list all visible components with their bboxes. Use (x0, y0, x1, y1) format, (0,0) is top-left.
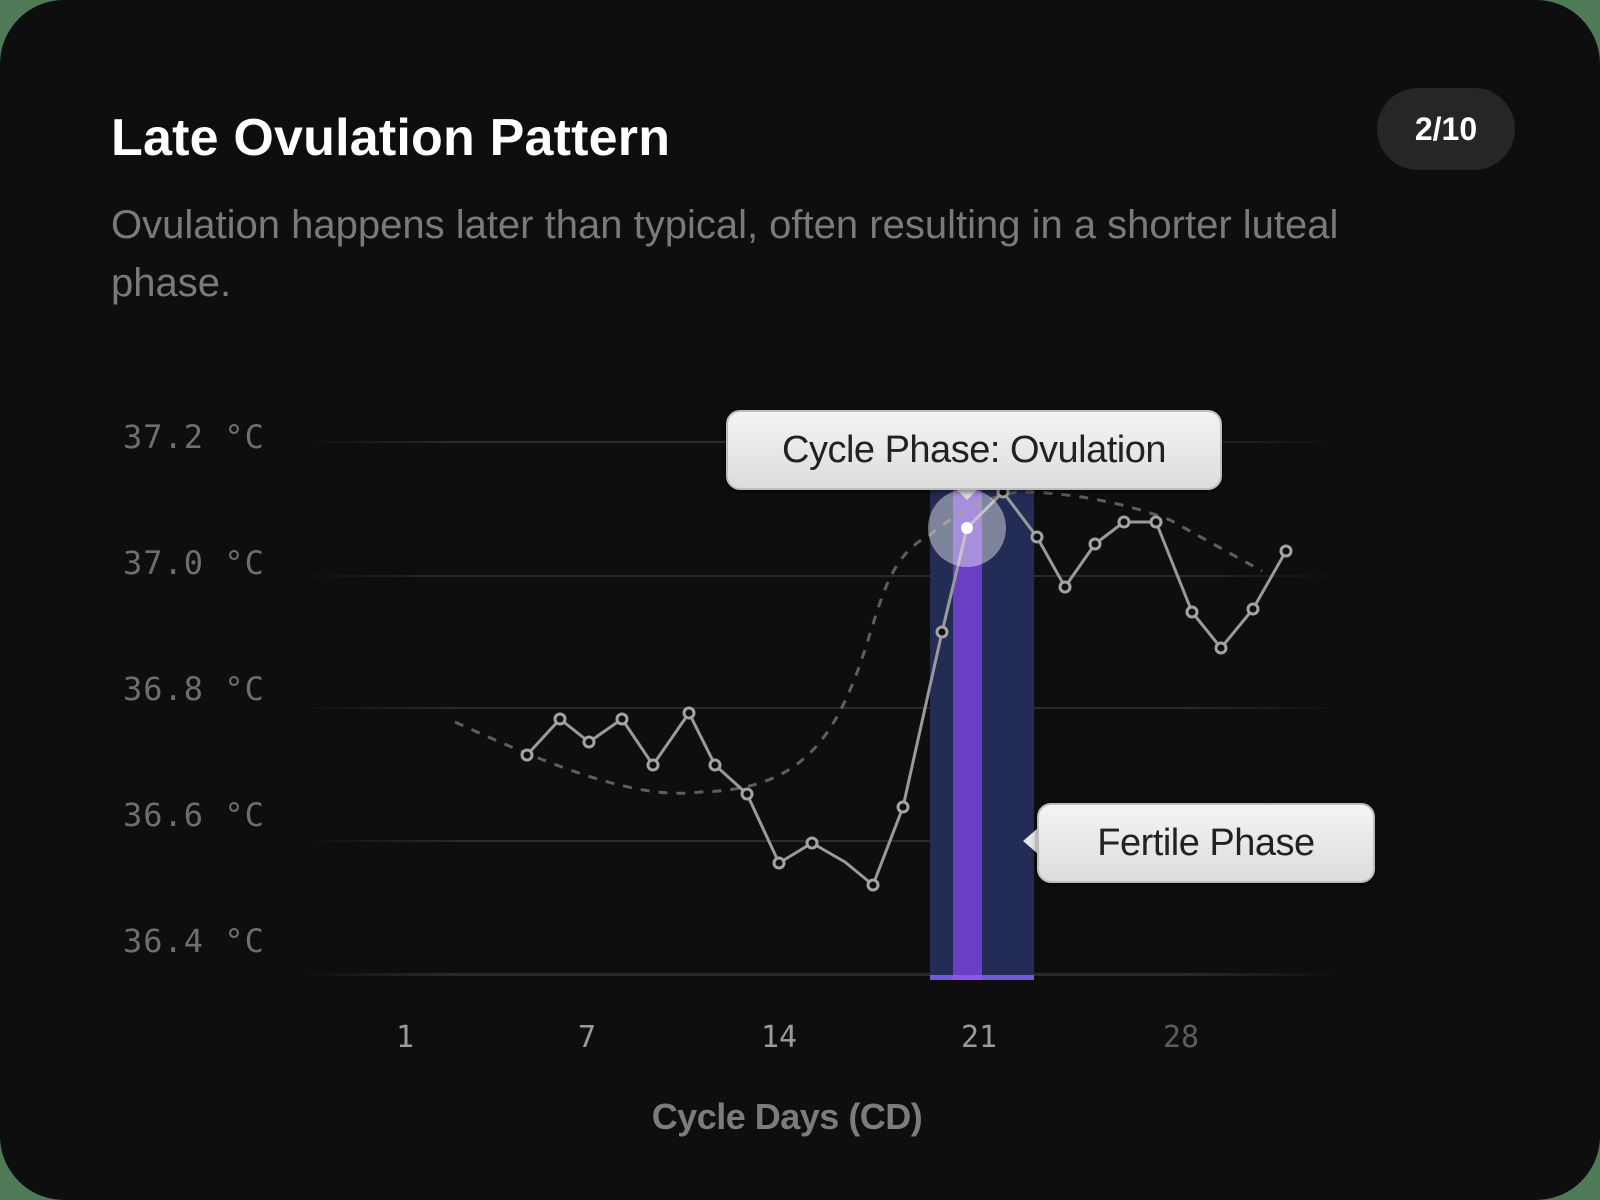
y-tick-label: 36.6 °C (123, 796, 265, 834)
y-tick-label: 36.4 °C (123, 922, 265, 960)
x-tick-label: 1 (395, 1020, 415, 1055)
page-subtitle: Ovulation happens later than typical, of… (111, 203, 1339, 305)
x-tick-label: 21 (960, 1020, 998, 1055)
ovulation-tooltip: Cycle Phase: Ovulation (726, 410, 1222, 490)
ovulation-point (961, 522, 973, 534)
y-tick-label: 37.2 °C (123, 418, 265, 456)
y-tick-label: 37.0 °C (123, 544, 265, 582)
x-axis-title: Cycle Days (CD) (651, 1096, 923, 1137)
y-tick-label: 36.8 °C (123, 670, 265, 708)
page-indicator-badge: 2/10 (1377, 88, 1515, 170)
x-tick-label: 14 (760, 1020, 798, 1055)
tooltip-pointer (1023, 828, 1038, 854)
gridlines (300, 441, 1340, 976)
page-title: Late Ovulation Pattern (111, 109, 671, 167)
x-tick-label: 7 (577, 1020, 597, 1055)
x-tick-label: 28 (1162, 1020, 1200, 1055)
fertile-phase-tooltip: Fertile Phase (1037, 803, 1375, 883)
trend-curve (454, 490, 1263, 795)
bbt-markers (520, 485, 1293, 892)
